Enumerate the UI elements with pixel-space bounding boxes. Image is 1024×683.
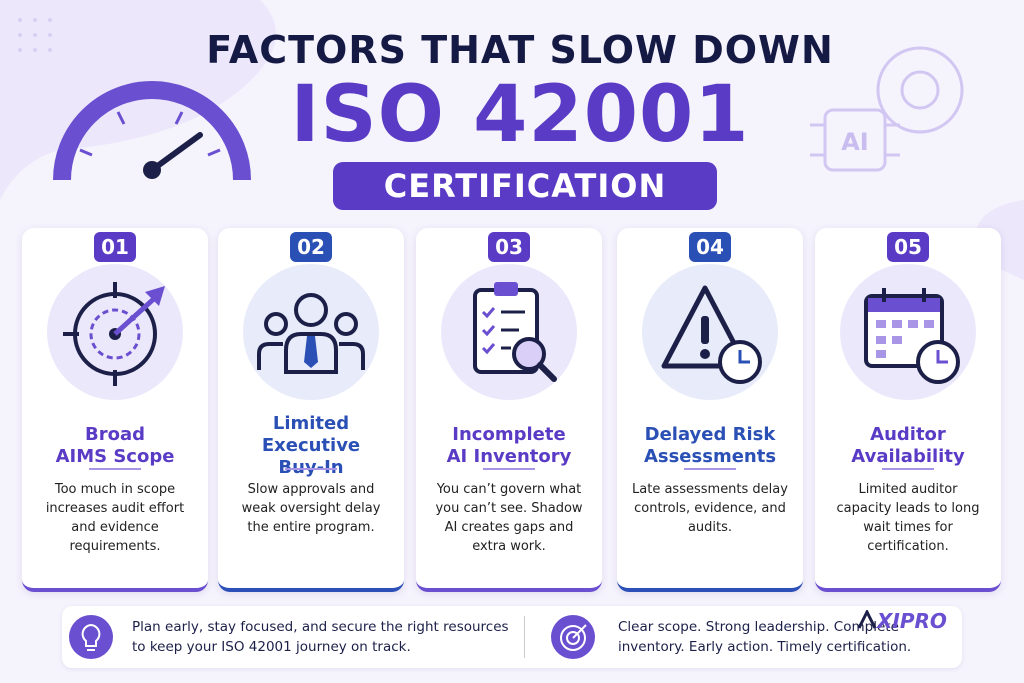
- card-description: Limited auditor capacity leads to long w…: [836, 482, 980, 554]
- factor-card: 03 Incomplete AI Inventory You can’t gov…: [416, 228, 602, 592]
- factor-card: 02 Limited Executive Buy-In Slow approva…: [218, 228, 404, 592]
- card-title: Delayed Risk Assessments: [643, 424, 777, 467]
- card-number: 03: [488, 232, 530, 262]
- card-title: Auditor Availability: [851, 424, 965, 467]
- card-icon: [47, 264, 183, 400]
- card-description: Slow approvals and weak oversight delay …: [241, 482, 381, 535]
- factor-card: 05 Auditor Availability Limited auditor …: [815, 228, 1001, 592]
- card-description: Too much in scope increases audit effort…: [45, 482, 185, 554]
- logo-mark: [857, 610, 877, 629]
- footer: Plan early, stay focused, and secure the…: [62, 606, 962, 668]
- card-title: Broad AIMS Scope: [55, 424, 175, 467]
- card-number: 02: [290, 232, 332, 262]
- svg-text:AI: AI: [841, 128, 869, 156]
- card-title: Incomplete AI Inventory: [446, 424, 572, 467]
- logo: XIPRO: [877, 609, 947, 633]
- card-icon: [642, 264, 778, 400]
- card-icon: [840, 264, 976, 400]
- card-title: Limited Executive Buy-In: [261, 413, 361, 478]
- card-number: 01: [94, 232, 136, 262]
- card-description: You can’t govern what you can’t see. Sha…: [435, 482, 583, 554]
- card-number: 04: [689, 232, 731, 262]
- title-main: ISO 42001: [290, 70, 750, 160]
- factor-card: 01 Broad AIMS Scope Too much in scope in…: [22, 228, 208, 592]
- title-pill: CERTIFICATION: [333, 162, 717, 210]
- footer-left-text: Plan early, stay focused, and secure the…: [132, 619, 509, 655]
- card-description: Late assessments delay controls, evidenc…: [632, 482, 788, 535]
- title-line: FACTORS THAT SLOW DOWN: [206, 28, 834, 72]
- bulb-icon: [69, 615, 113, 659]
- card-number: 05: [887, 232, 929, 262]
- target-icon: [551, 615, 595, 659]
- card-icon: [243, 264, 379, 400]
- card-icon: [441, 264, 577, 400]
- factor-card: 04 Delayed Risk Assessments Late assessm…: [617, 228, 803, 592]
- footer-right-text: Clear scope. Strong leadership. Complete…: [618, 619, 912, 655]
